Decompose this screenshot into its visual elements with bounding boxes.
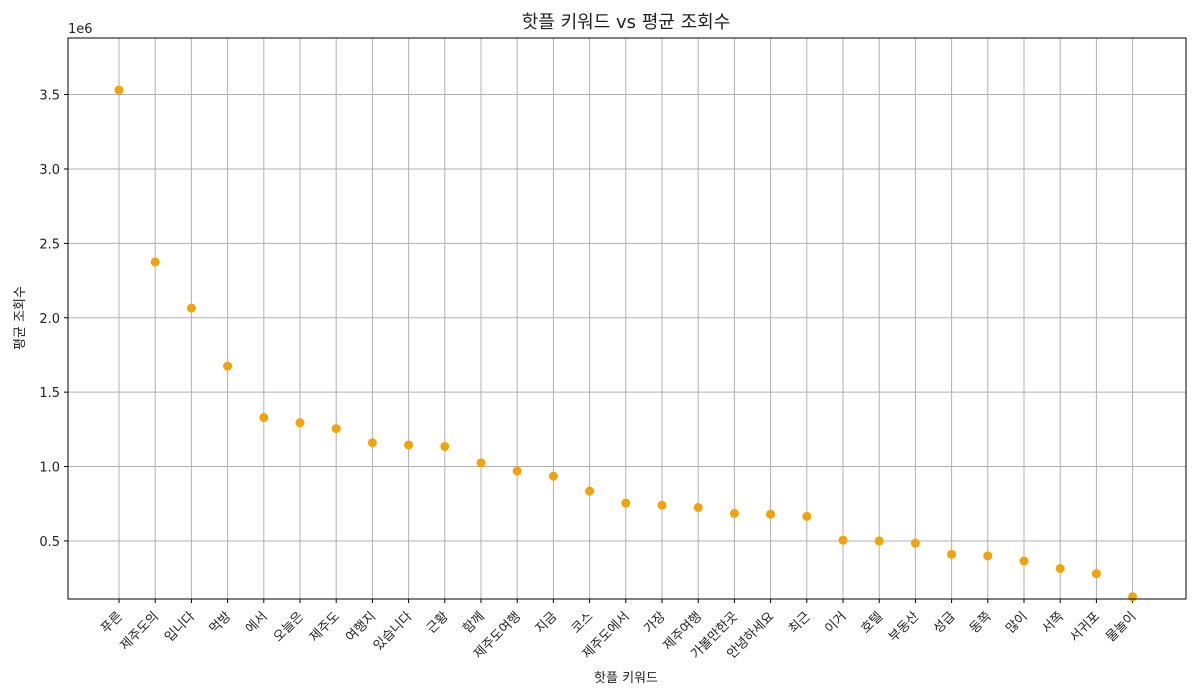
x-tick-label: 있습니다 — [371, 609, 415, 653]
data-point — [476, 458, 486, 468]
x-tick-label: 물놀이 — [1103, 609, 1139, 645]
data-point — [874, 536, 884, 546]
data-point — [802, 511, 812, 521]
data-point — [910, 538, 920, 548]
x-tick-label: 가장 — [641, 609, 669, 637]
data-point — [621, 498, 631, 508]
plot-frame — [67, 37, 1187, 600]
x-tick-label: 이거 — [822, 609, 850, 637]
y-tick-label: 3.5 — [39, 89, 60, 104]
x-tick-label: 성급 — [931, 609, 959, 637]
y-tick-label: 2.0 — [39, 312, 60, 327]
data-point — [657, 500, 667, 510]
data-point — [729, 508, 739, 518]
x-tick-label: 지금 — [533, 609, 561, 637]
data-point — [512, 466, 522, 476]
data-point — [693, 502, 703, 512]
grid-layer — [68, 38, 1186, 599]
x-tick-label: 동쪽 — [967, 609, 995, 637]
x-tick-label: 제주도 — [307, 609, 343, 645]
x-tick-label: 코스 — [569, 609, 597, 637]
x-axis-label: 핫플 키워드 — [594, 671, 658, 686]
x-tick-label: 입니다 — [162, 609, 198, 645]
data-point — [404, 440, 414, 450]
x-tick-label: 서쪽 — [1040, 609, 1068, 637]
data-point — [440, 441, 450, 451]
data-point — [295, 418, 305, 428]
data-point — [150, 257, 160, 267]
x-tick-label: 함께 — [460, 609, 488, 637]
data-point — [223, 361, 233, 371]
x-tick-label: 오늘은 — [271, 609, 307, 645]
x-tick-label: 제주도의 — [118, 609, 162, 653]
data-point — [1128, 592, 1138, 602]
y-tick-label: 1.5 — [39, 386, 60, 401]
y-axis-label: 평균 조회수 — [13, 286, 28, 350]
data-point — [947, 549, 957, 559]
y-offset-label: 1e6 — [68, 22, 93, 37]
data-point — [1091, 569, 1101, 579]
data-point — [331, 424, 341, 434]
x-tick-label: 많이 — [1003, 609, 1031, 637]
x-tick-label: 에서 — [243, 609, 271, 637]
x-tick-label: 호텔 — [859, 609, 887, 637]
data-point — [367, 438, 377, 448]
x-tick-label: 최근 — [786, 609, 814, 637]
data-point — [114, 85, 124, 95]
data-point — [585, 486, 595, 496]
data-point — [548, 471, 558, 481]
data-point — [983, 551, 993, 561]
x-tick-label: 서귀포 — [1067, 609, 1103, 645]
x-tick-label: 근황 — [424, 609, 452, 637]
data-point — [1055, 563, 1065, 573]
chart-title: 핫플 키워드 vs 평균 조회수 — [522, 12, 731, 33]
y-axis: 0.5 1.0 1.5 2.0 2.5 3.0 3.5 — [39, 89, 68, 550]
data-point — [1019, 556, 1029, 566]
x-tick-label: 부동산 — [886, 609, 922, 645]
data-point — [766, 509, 776, 519]
x-tick-label: 푸른 — [98, 609, 126, 637]
y-tick-label: 0.5 — [39, 535, 60, 550]
y-tick-label: 1.0 — [39, 461, 60, 476]
data-point — [259, 412, 269, 422]
y-tick-label: 2.5 — [39, 237, 60, 252]
data-point — [838, 535, 848, 545]
y-tick-label: 3.0 — [39, 163, 60, 178]
x-tick-label: 먹방 — [207, 609, 235, 637]
data-point — [186, 303, 196, 313]
